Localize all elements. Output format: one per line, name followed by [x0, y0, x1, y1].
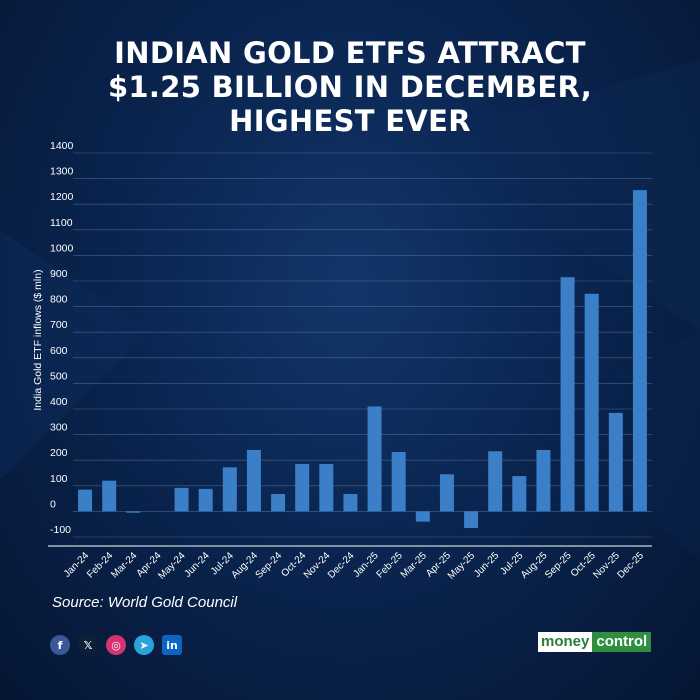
- bar: [343, 493, 358, 512]
- bar: [608, 412, 623, 512]
- chart-title: INDIAN GOLD ETFS ATTRACT $1.25 BILLION I…: [0, 36, 700, 138]
- bar: [78, 489, 93, 512]
- x-icon[interactable]: 𝕏: [78, 635, 98, 655]
- bar: [391, 452, 406, 512]
- moneycontrol-logo: money control: [538, 632, 652, 652]
- x-tick-label: Mar-24: [109, 550, 139, 580]
- instagram-icon[interactable]: ◎: [106, 635, 126, 655]
- y-axis-label: India Gold ETF inflows ($ mln): [32, 269, 44, 410]
- x-tick-label: Mar-25: [399, 550, 429, 580]
- x-tick-label: Sep-25: [543, 550, 574, 581]
- x-tick-label: Dec-24: [326, 550, 357, 581]
- social-links: f 𝕏 ◎ ➤ in: [50, 635, 182, 655]
- bar: [319, 464, 334, 512]
- y-tick-label: -100: [50, 524, 71, 536]
- y-tick-label: 300: [50, 422, 68, 434]
- x-tick-label: May-25: [446, 550, 478, 582]
- y-tick-label: 1300: [50, 166, 74, 178]
- y-tick-label: 500: [50, 370, 68, 382]
- y-tick-label: 1200: [50, 191, 74, 203]
- bar: [464, 511, 479, 529]
- y-tick-label: 600: [50, 345, 68, 357]
- logo-money: money: [538, 632, 593, 652]
- x-tick-label: Feb-25: [375, 550, 405, 580]
- telegram-icon[interactable]: ➤: [134, 635, 154, 655]
- bar: [512, 476, 527, 512]
- title-line-3: HIGHEST EVER: [229, 104, 471, 138]
- y-tick-label: 800: [50, 294, 68, 306]
- source-note: Source: World Gold Council: [52, 594, 238, 611]
- bar: [632, 190, 647, 512]
- bar: [222, 467, 237, 512]
- y-tick-label: 700: [50, 319, 68, 331]
- bar: [174, 487, 189, 512]
- bar: [584, 293, 599, 512]
- bar: [439, 474, 454, 512]
- y-tick-label: 900: [50, 268, 68, 280]
- logo-control: control: [592, 632, 652, 652]
- bar: [246, 449, 261, 512]
- x-tick-label: Feb-24: [85, 550, 115, 580]
- x-tick-label: Jun-24: [182, 550, 212, 580]
- y-tick-label: 200: [50, 447, 68, 459]
- linkedin-icon[interactable]: in: [162, 635, 182, 655]
- bar: [295, 464, 310, 512]
- y-tick-label: 0: [50, 498, 56, 510]
- y-tick-label: 1400: [50, 140, 74, 152]
- y-tick-label: 1000: [50, 242, 74, 254]
- title-line-1: INDIAN GOLD ETFS ATTRACT: [114, 36, 586, 70]
- bar: [415, 511, 430, 522]
- x-tick-label: Jun-25: [472, 550, 502, 580]
- y-tick-label: 1100: [50, 217, 73, 229]
- bar: [271, 493, 286, 512]
- title-line-2: $1.25 BILLION IN DECEMBER,: [107, 70, 593, 104]
- facebook-icon[interactable]: f: [50, 635, 70, 655]
- bar: [102, 480, 117, 512]
- x-tick-label: Sep-24: [254, 550, 285, 581]
- bar: [198, 488, 213, 512]
- y-tick-label: 400: [50, 396, 68, 408]
- y-tick-label: 100: [50, 473, 68, 485]
- bar: [560, 277, 575, 512]
- bar: [488, 451, 503, 512]
- x-tick-label: Dec-25: [615, 550, 646, 581]
- x-tick-label: May-24: [156, 550, 188, 582]
- bar: [536, 449, 551, 512]
- bar: [126, 511, 141, 513]
- bar: [367, 406, 382, 512]
